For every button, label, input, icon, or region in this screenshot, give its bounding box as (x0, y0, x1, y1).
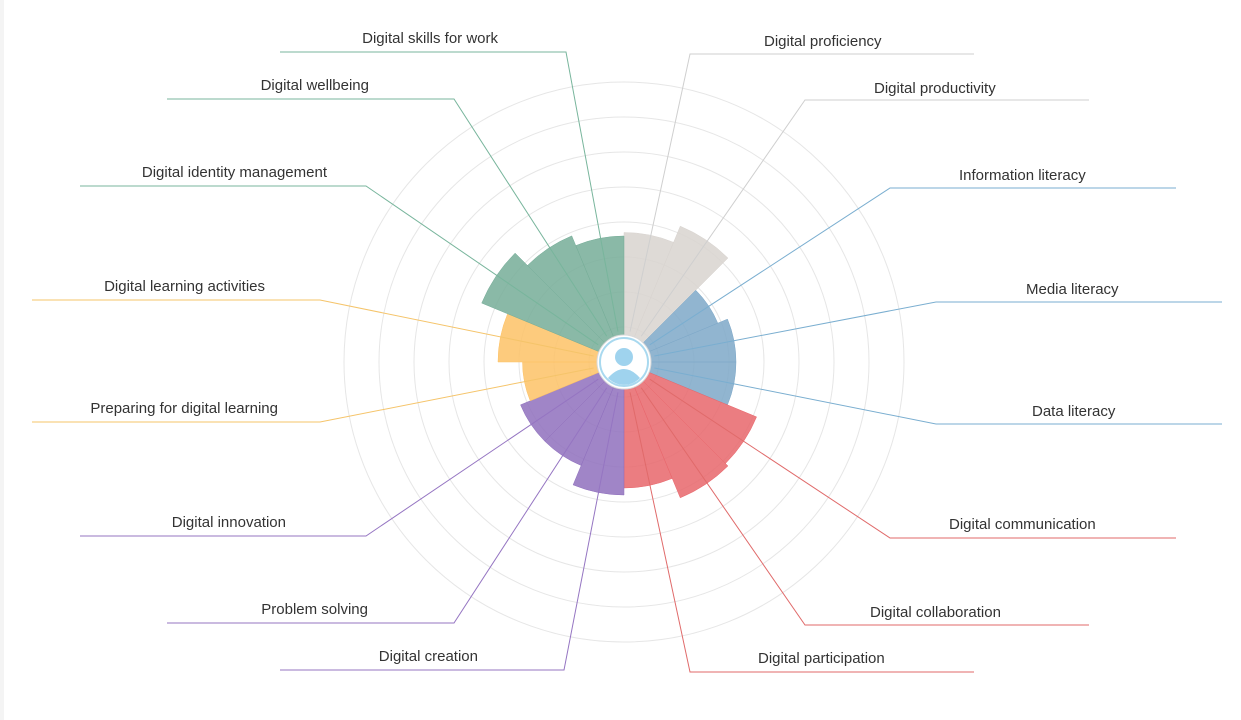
leader-line (640, 387, 1089, 626)
grid-ring (343, 81, 905, 643)
segment-label: Digital collaboration (870, 604, 1001, 621)
segment-label: Digital creation (379, 648, 478, 665)
segment-label: Preparing for digital learning (90, 400, 278, 417)
wedge-identity (481, 252, 625, 363)
leader-line (32, 367, 594, 423)
leader-line (280, 392, 619, 671)
segment-label: Data literacy (1032, 403, 1116, 420)
user-avatar-icon (615, 348, 633, 366)
grid-ring (378, 116, 870, 608)
leader-line (80, 185, 599, 346)
segment-label: Digital productivity (874, 80, 996, 97)
segment-label: Digital participation (758, 650, 885, 667)
leader-line (167, 98, 608, 337)
segment-label: Problem solving (261, 601, 368, 618)
leader-line (640, 99, 1089, 337)
leader-line (629, 392, 974, 673)
leader-line (280, 51, 619, 332)
segment-label: Digital proficiency (764, 33, 882, 50)
leader-line (167, 387, 608, 624)
grid-ring (448, 186, 800, 538)
wedge-identity (575, 235, 625, 363)
segment-label: Media literacy (1026, 281, 1119, 298)
leader-line (80, 378, 599, 537)
segment-label: Digital wellbeing (261, 77, 369, 94)
wedge-identity (527, 235, 625, 363)
leader-line (649, 187, 1176, 346)
segment-label: Digital innovation (172, 514, 286, 531)
leader-line (649, 378, 1176, 539)
leader-line (32, 299, 594, 357)
grid-ring (483, 221, 765, 503)
segment-label: Digital learning activities (104, 278, 265, 295)
leader-line (654, 367, 1222, 425)
leader-line (629, 53, 974, 332)
user-avatar-body-icon (608, 369, 640, 385)
segment-label: Information literacy (959, 167, 1086, 184)
segment-label: Digital communication (949, 516, 1096, 533)
leader-line (654, 301, 1222, 357)
grid-ring (413, 151, 835, 573)
wedge-proficiency (623, 225, 729, 363)
segment-label: Digital identity management (142, 164, 328, 181)
polar-area-chart: Digital proficiency Digital productivity I… (32, 30, 1222, 673)
wedge-communication (623, 361, 729, 499)
segment-label: Digital skills for work (362, 30, 498, 47)
radial-chart-panel: Digital proficiency Digital productivity I… (4, 0, 1241, 720)
